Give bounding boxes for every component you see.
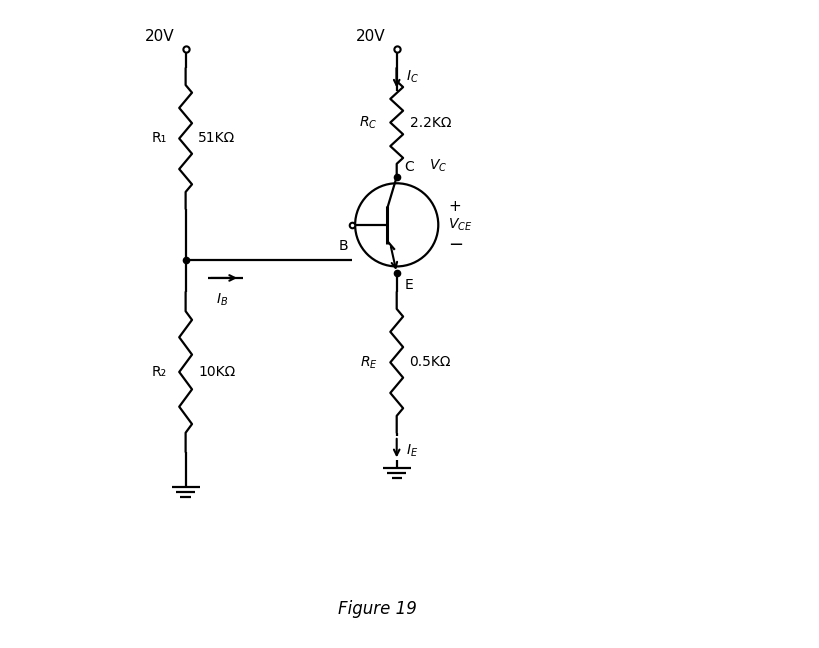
Text: E: E [405,278,413,292]
Text: C: C [405,159,414,174]
Text: 2.2KΩ: 2.2KΩ [410,115,451,130]
Text: $R_E$: $R_E$ [360,354,378,371]
Text: R₁: R₁ [152,132,166,146]
Text: −: − [448,237,463,254]
Text: $I_E$: $I_E$ [405,443,418,459]
Text: 0.5KΩ: 0.5KΩ [410,355,451,369]
Text: R₂: R₂ [152,365,166,379]
Text: $V_C$: $V_C$ [428,157,447,174]
Text: $R_C$: $R_C$ [359,114,378,131]
Text: $I_B$: $I_B$ [216,292,229,308]
Text: $I_C$: $I_C$ [405,68,419,84]
Text: 10KΩ: 10KΩ [198,365,236,379]
Text: $V_{CE}$: $V_{CE}$ [448,216,473,233]
Text: Figure 19: Figure 19 [338,599,417,618]
Text: 20V: 20V [355,29,385,45]
Text: B: B [339,239,349,253]
Text: +: + [448,200,460,214]
Text: 51KΩ: 51KΩ [198,132,236,146]
Text: 20V: 20V [144,29,174,45]
